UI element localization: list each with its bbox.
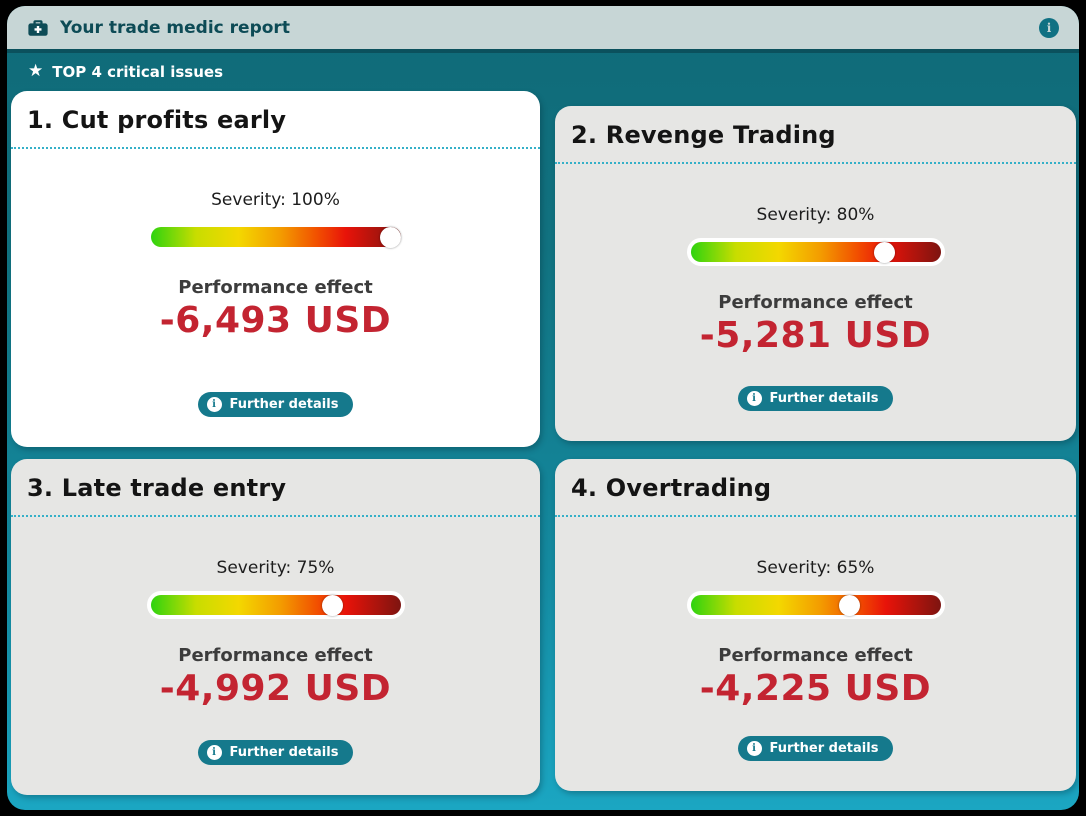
issue-card-body: Severity: 80% Performance effect -5,281 … [555,164,1076,441]
severity-slider [686,238,945,266]
severity-gradient-track [150,594,401,616]
issue-title: 1. Cut profits early [27,106,287,134]
dotted-divider [555,162,1076,164]
severity-slider [146,223,405,251]
severity-label: Severity: 80% [756,205,875,225]
trade-medic-report-panel: Your trade medic report i ★ TOP 4 critic… [7,6,1079,810]
dotted-divider [11,515,540,517]
info-icon: i [746,391,762,406]
info-icon: i [746,741,762,756]
performance-effect-label: Performance effect [718,292,913,313]
further-details-label: Further details [769,391,879,406]
first-aid-kit-icon [28,19,48,36]
severity-gradient-track [150,226,401,248]
severity-slider-handle[interactable] [873,241,895,263]
info-icon[interactable]: i [1039,17,1059,38]
section-label: TOP 4 critical issues [52,62,224,81]
further-details-button[interactable]: i Further details [737,736,894,761]
performance-effect-label: Performance effect [178,645,373,666]
issue-card-late-trade-entry: 3. Late trade entry Severity: 75% Perfor… [11,459,540,795]
further-details-label: Further details [229,745,339,760]
issue-title: 4. Overtrading [571,474,772,502]
issue-title: 2. Revenge Trading [571,121,836,149]
severity-slider-handle[interactable] [379,226,401,248]
critical-issues-section-header: ★ TOP 4 critical issues [7,53,1079,90]
dotted-divider [555,515,1076,517]
issue-card-revenge-trading: 2. Revenge Trading Severity: 80% Perform… [555,106,1076,441]
severity-slider [686,591,945,619]
further-details-label: Further details [769,741,879,756]
severity-gradient-track [690,241,941,263]
further-details-button[interactable]: i Further details [197,740,354,765]
info-icon: i [206,745,222,760]
severity-slider-handle[interactable] [839,594,861,616]
severity-label: Severity: 100% [211,190,340,210]
severity-slider [146,591,405,619]
severity-slider-handle[interactable] [322,594,344,616]
performance-effect-value: -5,281 USD [699,315,932,356]
issue-card-body: Severity: 100% Performance effect -6,493… [11,149,540,447]
issues-grid: 1. Cut profits early Severity: 100% Perf… [7,90,1079,795]
severity-gradient-track [690,594,941,616]
dotted-divider [11,147,540,149]
performance-effect-value: -4,992 USD [159,668,392,709]
issue-card-cut-profits-early: 1. Cut profits early Severity: 100% Perf… [11,91,540,447]
further-details-button[interactable]: i Further details [737,386,894,411]
further-details-label: Further details [229,397,339,412]
info-icon: i [206,397,222,412]
issue-card-body: Severity: 65% Performance effect -4,225 … [555,517,1076,791]
page-title: Your trade medic report [60,17,290,38]
severity-label: Severity: 75% [216,558,335,578]
issue-title: 3. Late trade entry [27,474,287,502]
further-details-button[interactable]: i Further details [197,392,354,417]
report-header: Your trade medic report i [7,6,1079,53]
performance-effect-value: -6,493 USD [159,300,392,341]
performance-effect-label: Performance effect [718,645,913,666]
issue-card-body: Severity: 75% Performance effect -4,992 … [11,517,540,795]
star-icon: ★ [28,61,44,81]
performance-effect-value: -4,225 USD [699,668,932,709]
performance-effect-label: Performance effect [178,277,373,298]
severity-label: Severity: 65% [756,558,875,578]
issue-card-overtrading: 4. Overtrading Severity: 65% Performance… [555,459,1076,791]
